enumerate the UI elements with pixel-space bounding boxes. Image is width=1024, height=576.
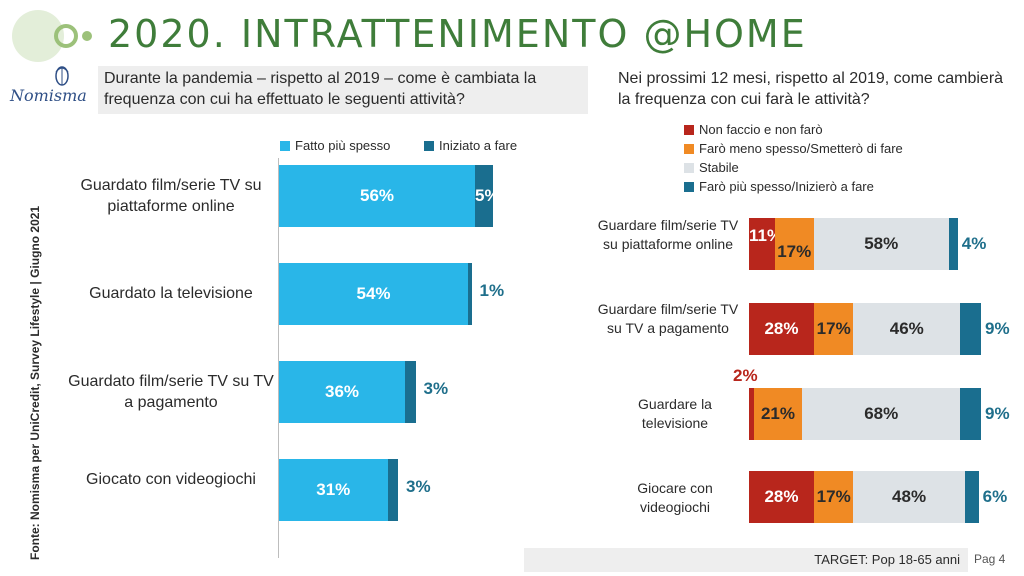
right-category-label: Guardare la televisione [638, 396, 712, 431]
title-decoration-icon [12, 10, 92, 62]
data-label: 3% [406, 477, 431, 496]
legend-swatch [684, 143, 694, 154]
legend-swatch [424, 140, 434, 151]
data-label: 4% [961, 234, 987, 253]
right-legend-item-0: Non faccio e non farò [684, 122, 823, 137]
data-label: 58% [864, 234, 899, 253]
bar-segment [405, 361, 416, 423]
page-title: 2020. INTRATTENIMENTO @HOME [108, 12, 807, 56]
bar-segment [753, 388, 803, 440]
data-label: 31% [316, 480, 351, 499]
data-label: 9% [985, 404, 1010, 423]
bar-segment [948, 218, 958, 270]
data-label: 68% [864, 404, 899, 423]
legend-swatch [684, 162, 694, 173]
legend-swatch [280, 140, 290, 151]
left-chart-axis [278, 158, 279, 558]
data-label: 1% [479, 281, 505, 300]
nomisma-logo-icon [55, 66, 69, 86]
bar-segment [853, 303, 961, 355]
bar-segment [749, 388, 754, 440]
data-label: 17% [816, 319, 851, 338]
legend-label: Farò meno spesso/Smetterò di fare [699, 141, 903, 156]
data-label: 28% [764, 319, 799, 338]
left-category-label: Guardato film/serie TV su TV a pagamento [68, 373, 274, 411]
page-number: Pag 4 [974, 552, 1006, 566]
bar-segment [774, 218, 814, 270]
legend-label: Stabile [699, 160, 739, 175]
data-label: 3% [423, 379, 449, 398]
bar-segment [749, 303, 814, 355]
right-legend-item-3: Farò più spesso/Inizierò a fare [684, 179, 874, 194]
legend-swatch [684, 181, 694, 192]
right-question: Nei prossimi 12 mesi, rispetto al 2019, … [612, 66, 1020, 114]
logo-text: Nomisma [10, 86, 87, 105]
data-label: 28% [764, 487, 799, 506]
left-category-label: Guardato film/serie TV su piattaforme on… [80, 177, 262, 215]
data-label: 17% [777, 242, 812, 261]
bar-segment [749, 218, 775, 270]
right-legend-item-2: Stabile [684, 160, 739, 175]
left-question: Durante la pandemia – rispetto al 2019 –… [98, 66, 588, 114]
data-label: 36% [324, 382, 360, 401]
data-label: 9% [985, 319, 1010, 338]
bar-segment [802, 388, 961, 440]
data-label: 48% [892, 487, 927, 506]
right-category-label: Guardare film/serie TV su piattaforme on… [597, 217, 739, 252]
data-label: 6% [982, 487, 1008, 506]
bar-segment [813, 471, 854, 523]
bar-segment [960, 388, 981, 440]
bar-segment [387, 459, 398, 521]
data-label: 17% [816, 487, 851, 506]
bar-segment [813, 218, 949, 270]
bar-segment [813, 303, 854, 355]
data-label: 2% [733, 366, 758, 385]
right-category-label: Giocare con videogiochi [637, 480, 713, 515]
data-label: 54% [356, 284, 391, 303]
footer-target: TARGET: Pop 18-65 anni [524, 548, 968, 572]
data-label: 56% [359, 186, 395, 205]
legend-label: Farò più spesso/Inizierò a fare [699, 179, 874, 194]
legend-label: Non faccio e non farò [699, 122, 823, 137]
data-label: 11% [749, 226, 783, 245]
legend-label: Fatto più spesso [295, 138, 391, 153]
left-legend-item-0: Fatto più spesso [280, 138, 390, 153]
legend-swatch [684, 124, 694, 135]
data-label: 21% [760, 404, 795, 423]
bar-segment [475, 165, 493, 227]
bar-segment [964, 471, 979, 523]
data-label: 5% [475, 186, 500, 205]
right-category-label: Guardare film/serie TV su TV a pagamento [597, 301, 739, 336]
bar-segment [279, 263, 468, 325]
bar-segment [279, 361, 405, 423]
bar-segment [960, 303, 981, 355]
source-note: Fonte: Nomisma per UniCredit, Survey Lif… [28, 205, 42, 560]
left-category-label: Giocato con videogiochi [86, 471, 256, 488]
left-category-label: Guardato la televisione [89, 285, 253, 302]
bar-segment [853, 471, 965, 523]
data-label: 46% [889, 319, 924, 338]
bar-segment [468, 263, 472, 325]
left-legend-item-1: Iniziato a fare [424, 138, 517, 153]
right-legend-item-1: Farò meno spesso/Smetterò di fare [684, 141, 903, 156]
legend-label: Iniziato a fare [439, 138, 518, 153]
bar-segment [279, 165, 475, 227]
bar-segment [749, 471, 814, 523]
bar-segment [279, 459, 388, 521]
